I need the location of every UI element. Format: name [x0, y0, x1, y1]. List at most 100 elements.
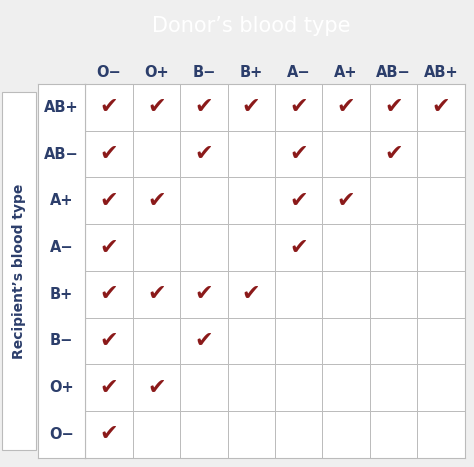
Bar [85, 271, 133, 318]
Bar [275, 224, 322, 271]
Bar [275, 318, 322, 364]
Bar [322, 224, 370, 271]
Bar [228, 271, 275, 318]
Bar [180, 271, 228, 318]
Bar [228, 411, 275, 458]
Text: ✔: ✔ [147, 378, 166, 397]
Text: O+: O+ [49, 380, 74, 395]
Bar [322, 131, 370, 177]
Text: ✔: ✔ [100, 284, 118, 304]
Bar [275, 177, 322, 224]
Bar [180, 364, 228, 411]
Text: ✔: ✔ [289, 191, 308, 211]
Text: ✔: ✔ [337, 98, 356, 117]
Bar [85, 411, 133, 458]
Text: A−: A− [287, 65, 310, 80]
Text: AB+: AB+ [423, 65, 458, 80]
Text: ✔: ✔ [194, 331, 213, 351]
Bar [85, 177, 133, 224]
Text: ✔: ✔ [384, 98, 403, 117]
Text: ✔: ✔ [431, 98, 450, 117]
Bar [133, 177, 180, 224]
Bar [417, 271, 465, 318]
Text: ✔: ✔ [289, 98, 308, 117]
Bar [85, 84, 133, 131]
Bar [275, 271, 322, 318]
Bar [133, 411, 180, 458]
Bar [180, 84, 228, 131]
Text: AB+: AB+ [44, 100, 79, 115]
Text: ✔: ✔ [289, 238, 308, 257]
Bar [133, 364, 180, 411]
Text: Donor’s blood type: Donor’s blood type [152, 16, 350, 35]
Text: A−: A− [50, 240, 73, 255]
Bar [370, 131, 417, 177]
Text: ✔: ✔ [100, 331, 118, 351]
Bar [275, 411, 322, 458]
Text: ✔: ✔ [100, 238, 118, 257]
Bar [322, 364, 370, 411]
Text: O−: O− [97, 65, 121, 80]
Bar [417, 318, 465, 364]
Bar [370, 271, 417, 318]
Bar [417, 224, 465, 271]
Text: ✔: ✔ [100, 378, 118, 397]
Text: ✔: ✔ [147, 191, 166, 211]
Text: Recipient’s blood type: Recipient’s blood type [12, 183, 26, 359]
Bar [228, 131, 275, 177]
Text: B+: B+ [239, 65, 263, 80]
Bar [85, 131, 133, 177]
Bar [180, 224, 228, 271]
Text: ✔: ✔ [289, 144, 308, 164]
Text: ✔: ✔ [242, 284, 261, 304]
Text: ✔: ✔ [147, 98, 166, 117]
Bar [85, 318, 133, 364]
Bar [180, 411, 228, 458]
Text: AB−: AB− [376, 65, 411, 80]
Bar [370, 318, 417, 364]
Bar [370, 364, 417, 411]
Bar [180, 318, 228, 364]
Bar [228, 224, 275, 271]
Bar [133, 224, 180, 271]
Text: A+: A+ [50, 193, 73, 208]
Bar [322, 271, 370, 318]
Bar [322, 411, 370, 458]
Bar [133, 271, 180, 318]
Text: ✔: ✔ [242, 98, 261, 117]
Text: B−: B− [192, 65, 216, 80]
Bar [133, 84, 180, 131]
Text: ✔: ✔ [100, 144, 118, 164]
Bar [417, 84, 465, 131]
Bar [228, 84, 275, 131]
Bar [417, 411, 465, 458]
Bar [180, 177, 228, 224]
Bar [370, 411, 417, 458]
Text: ✔: ✔ [337, 191, 356, 211]
Bar [322, 177, 370, 224]
Text: ✔: ✔ [194, 284, 213, 304]
Bar [322, 318, 370, 364]
Bar [275, 131, 322, 177]
Bar [275, 364, 322, 411]
Bar [417, 364, 465, 411]
Bar [228, 364, 275, 411]
Bar [322, 84, 370, 131]
Text: ✔: ✔ [384, 144, 403, 164]
Text: ✔: ✔ [194, 98, 213, 117]
Bar [133, 131, 180, 177]
Bar [133, 318, 180, 364]
Bar [228, 318, 275, 364]
Text: A+: A+ [334, 65, 358, 80]
Bar [85, 224, 133, 271]
Text: ✔: ✔ [100, 98, 118, 117]
Bar [85, 364, 133, 411]
Bar [370, 84, 417, 131]
Text: O−: O− [49, 427, 74, 442]
Text: B−: B− [50, 333, 73, 348]
Bar [370, 177, 417, 224]
Text: ✔: ✔ [147, 284, 166, 304]
Bar [180, 131, 228, 177]
Text: ✔: ✔ [100, 425, 118, 444]
Text: AB−: AB− [44, 147, 79, 162]
